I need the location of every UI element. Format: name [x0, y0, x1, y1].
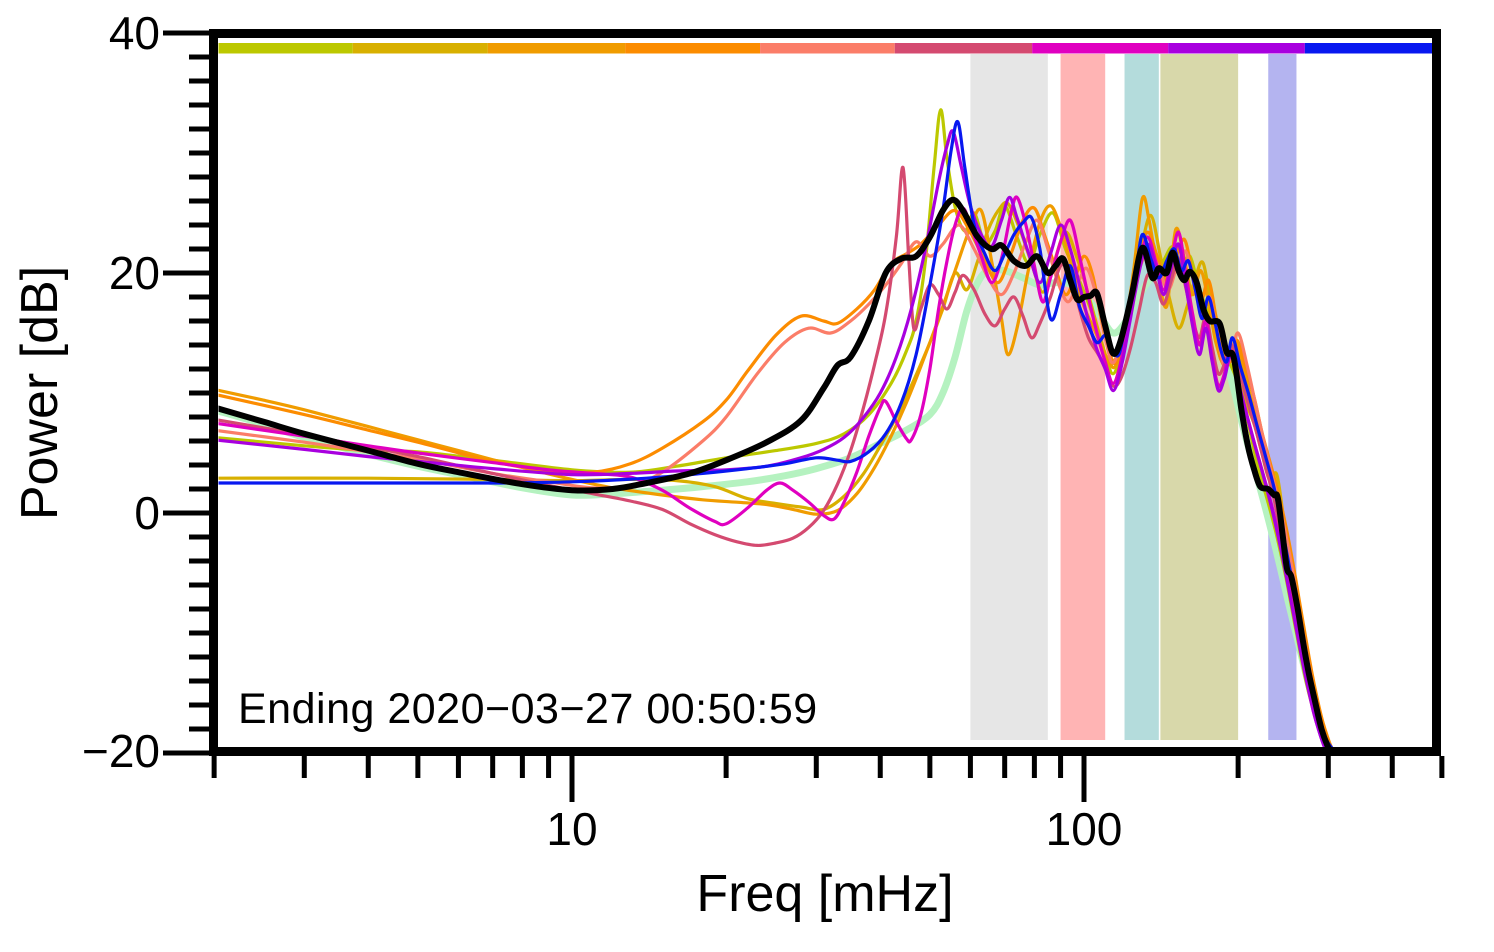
- spectrum-curve-segment-4-spectrum: [218, 206, 1335, 750]
- time-segment-bar: [625, 43, 761, 54]
- x-tick-label-100: 100: [1045, 803, 1123, 855]
- x-tick-label-10: 10: [546, 803, 598, 855]
- y-axis-title: Power [dB]: [11, 265, 69, 521]
- time-segment-bar: [1304, 43, 1437, 54]
- spectrum-curve-segment-9-spectrum: [218, 120, 1336, 750]
- spectrum-curve-segment-3-spectrum: [218, 195, 1333, 750]
- time-segment-bar: [1032, 43, 1169, 54]
- time-segment-bar: [760, 43, 895, 54]
- time-segment-bar: [218, 43, 353, 54]
- frequency-band-highlight: [970, 54, 1048, 740]
- spectrum-curve-mean-spectrum: [218, 196, 1334, 750]
- frequency-band-highlight: [1268, 54, 1297, 740]
- time-segment-bar: [1168, 43, 1305, 54]
- y-tick-label-0: 0: [134, 487, 160, 539]
- y-tick-label-20: 20: [108, 247, 160, 299]
- frequency-band-highlight: [1060, 54, 1106, 740]
- plot-frame: [209, 29, 1441, 756]
- spectrum-curve-segment-5-spectrum: [218, 218, 1333, 750]
- time-segment-bar: [352, 43, 488, 54]
- frequency-band-highlight: [1124, 54, 1159, 740]
- time-segment-bar: [894, 43, 1033, 54]
- frequency-band-highlight: [1160, 54, 1239, 740]
- ending-time-annotation: Ending 2020−03−27 00:50:59: [238, 685, 818, 733]
- y-tick-label-40: 40: [108, 7, 160, 59]
- y-tick-label-minus20: −20: [81, 725, 160, 777]
- x-axis-title: Freq [mHz]: [696, 865, 954, 923]
- time-segment-bar: [487, 43, 626, 54]
- spectrum-curve-segment-7-spectrum: [218, 195, 1328, 750]
- spectrum-curve-segment-6-spectrum: [218, 165, 1329, 750]
